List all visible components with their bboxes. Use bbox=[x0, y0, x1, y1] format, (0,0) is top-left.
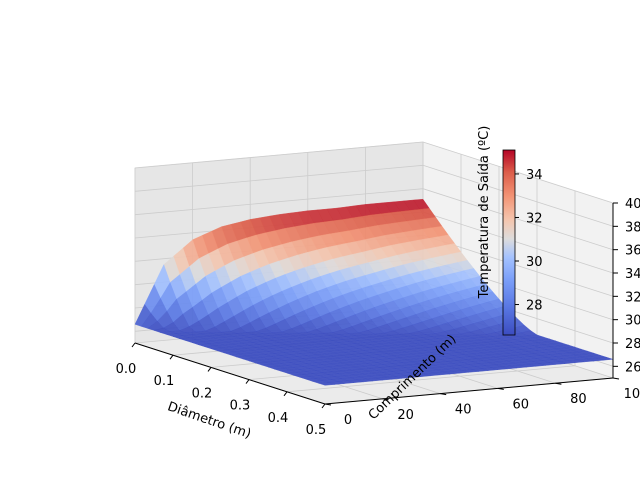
tick-labels: 0.0 0.1 0.2 0.3 0.4 0.5 0 20 40 60 80 100 26 28 30 32 34… bbox=[116, 197, 640, 438]
axes-lines bbox=[131, 202, 620, 409]
z-tick-label: 30 bbox=[625, 314, 640, 329]
y-axis-line bbox=[324, 377, 614, 405]
colorbar-tick-label: 28 bbox=[526, 299, 543, 314]
y-tick bbox=[497, 387, 504, 390]
y-tick-label: 0 bbox=[344, 413, 352, 428]
surface-plot bbox=[134, 198, 614, 386]
x-tick bbox=[207, 367, 212, 372]
z-axis-label: Temperatura de Saída (ºC) bbox=[477, 126, 492, 300]
x-tick bbox=[283, 391, 288, 397]
x-tick-label: 0.5 bbox=[306, 423, 327, 438]
z-gridline bbox=[134, 141, 614, 204]
z-tick-label: 28 bbox=[625, 337, 640, 352]
y-tick-label: 100 bbox=[624, 387, 640, 402]
z-tick-label: 36 bbox=[625, 244, 640, 259]
y-tick bbox=[555, 382, 562, 385]
z-gridline bbox=[134, 188, 614, 251]
x-tick bbox=[321, 403, 326, 409]
z-tick-label: 26 bbox=[625, 360, 640, 375]
x-tick-label: 0.0 bbox=[116, 362, 137, 377]
z-tick-label: 32 bbox=[625, 290, 640, 305]
y-tick bbox=[612, 377, 620, 380]
x-tick-label: 0.4 bbox=[268, 411, 289, 426]
y-tick-label: 20 bbox=[397, 408, 414, 423]
x-tick bbox=[131, 342, 136, 348]
colorbar-tick-label: 34 bbox=[526, 168, 543, 183]
z-tick-label: 34 bbox=[625, 267, 640, 282]
y-tick bbox=[382, 398, 389, 401]
x-tick-label: 0.3 bbox=[230, 399, 251, 414]
colorbar: 28 30 32 34 bbox=[502, 149, 543, 336]
surface-patch bbox=[318, 382, 335, 386]
x-axis-line bbox=[134, 342, 326, 405]
x-tick bbox=[169, 354, 174, 360]
y-tick-label: 80 bbox=[570, 392, 587, 407]
z-gridline bbox=[134, 164, 614, 227]
y-tick-label: 60 bbox=[513, 397, 530, 412]
z-tick-label: 40 bbox=[625, 197, 640, 212]
x-tick-label: 0.1 bbox=[154, 374, 175, 389]
x-tick-label: 0.2 bbox=[192, 386, 213, 401]
z-tick-label: 38 bbox=[625, 220, 640, 235]
colorbar-tick-label: 32 bbox=[526, 211, 543, 226]
y-tick-label: 40 bbox=[455, 403, 472, 418]
colorbar-tick-label: 30 bbox=[526, 255, 543, 270]
colorbar-gradient bbox=[502, 149, 516, 336]
x-tick bbox=[245, 379, 250, 384]
y-tick bbox=[440, 393, 447, 396]
y-tick bbox=[324, 403, 332, 406]
